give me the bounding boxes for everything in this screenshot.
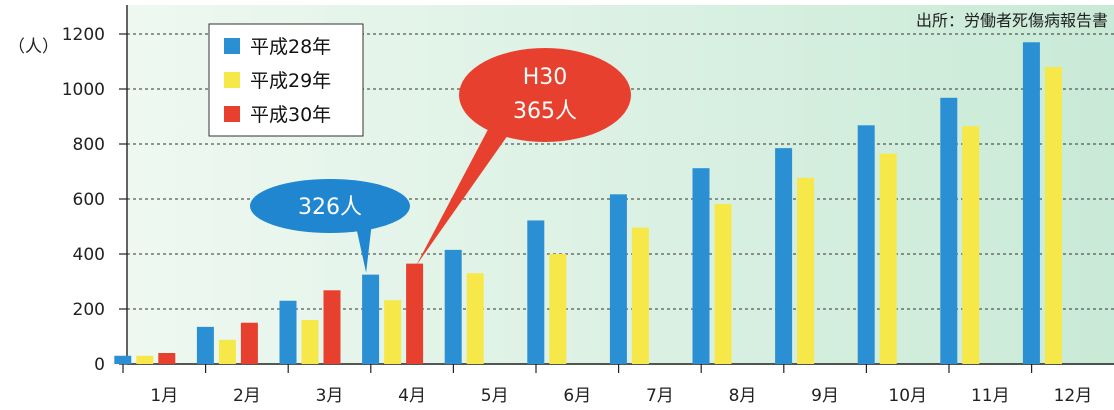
y-tick-label: 1000 bbox=[62, 80, 105, 100]
x-tick-label: 10月 bbox=[888, 386, 927, 406]
bar bbox=[196, 326, 214, 364]
legend-label: 平成29年 bbox=[250, 70, 331, 92]
x-tick-label: 6月 bbox=[563, 386, 591, 406]
y-tick-label: 600 bbox=[73, 190, 105, 210]
bar bbox=[857, 125, 875, 364]
bar bbox=[1044, 67, 1062, 364]
x-tick-label: 5月 bbox=[481, 386, 509, 406]
callout-pointer bbox=[355, 222, 372, 273]
bar bbox=[692, 168, 710, 364]
bar bbox=[240, 322, 258, 364]
callout-bubble bbox=[459, 48, 631, 142]
y-tick-label: 1200 bbox=[62, 25, 105, 45]
x-tick-label: 7月 bbox=[646, 386, 674, 406]
x-tick-label: 4月 bbox=[398, 386, 426, 406]
callouts: 326人 H30 365人 bbox=[250, 48, 631, 273]
bar bbox=[466, 273, 484, 364]
callout-bubble bbox=[250, 179, 410, 233]
x-axis: 1月 2月 3月 4月 5月 6月 7月 8月 9月 10月 11月 12月 bbox=[122, 363, 1114, 406]
bar bbox=[136, 355, 154, 364]
x-tick-label: 9月 bbox=[811, 386, 839, 406]
bar bbox=[609, 194, 627, 364]
bar bbox=[301, 320, 319, 364]
legend-swatch bbox=[224, 72, 240, 88]
callout-pointer bbox=[416, 120, 513, 266]
bar bbox=[714, 203, 732, 364]
x-tick-label: 2月 bbox=[233, 386, 261, 406]
bar bbox=[797, 177, 815, 364]
callout-label: H30 bbox=[523, 65, 568, 90]
bar bbox=[444, 249, 462, 364]
x-tick-label: 12月 bbox=[1054, 386, 1093, 406]
legend-swatch bbox=[224, 106, 240, 122]
legend-swatch bbox=[224, 38, 240, 54]
source-note: 出所：労働者死傷病報告書 bbox=[916, 11, 1108, 30]
bar bbox=[879, 153, 897, 364]
legend-label: 平成28年 bbox=[250, 36, 331, 58]
y-tick-label: 400 bbox=[73, 245, 105, 265]
x-tick-label: 1月 bbox=[150, 386, 178, 406]
y-tick-label: 800 bbox=[73, 135, 105, 155]
legend-label: 平成30年 bbox=[250, 104, 331, 126]
y-axis: 0 200 400 600 800 1000 1200 bbox=[62, 5, 128, 375]
callout-label: 326人 bbox=[298, 195, 362, 220]
bar bbox=[406, 263, 424, 364]
y-tick-label: 200 bbox=[73, 300, 105, 320]
x-tick-label: 3月 bbox=[316, 386, 344, 406]
bars bbox=[114, 42, 1062, 365]
unit-label: （人） bbox=[8, 37, 59, 57]
bar bbox=[114, 355, 132, 364]
bar bbox=[940, 97, 958, 365]
callout-label: 365人 bbox=[513, 99, 577, 124]
bar bbox=[1022, 42, 1040, 364]
bar bbox=[362, 274, 380, 364]
x-tick-label: 8月 bbox=[729, 386, 757, 406]
bar bbox=[962, 126, 980, 364]
bar bbox=[158, 353, 176, 364]
bar bbox=[631, 227, 649, 364]
bar bbox=[775, 148, 793, 364]
bar bbox=[549, 254, 567, 364]
bar bbox=[323, 290, 341, 364]
bar bbox=[218, 339, 236, 364]
bar bbox=[384, 300, 402, 364]
y-tick-label: 0 bbox=[94, 355, 105, 375]
bar bbox=[527, 220, 545, 364]
bar bbox=[279, 300, 297, 364]
x-tick-label: 11月 bbox=[971, 386, 1010, 406]
